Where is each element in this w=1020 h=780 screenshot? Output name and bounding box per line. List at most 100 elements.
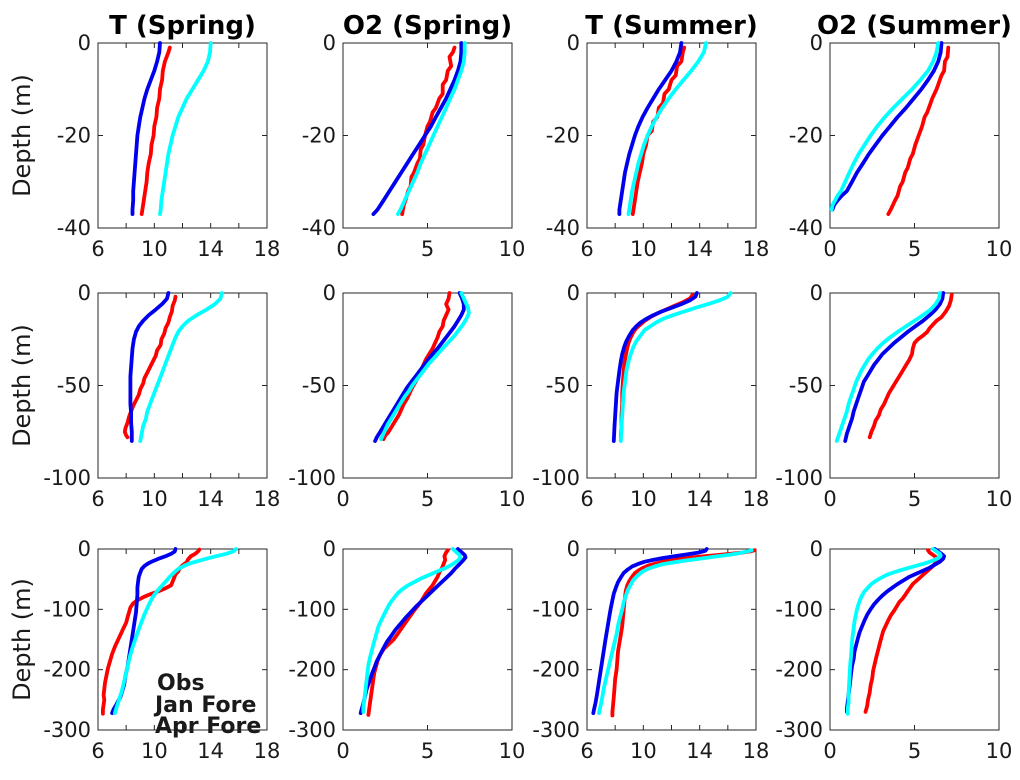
subplot-r1c1: 6 10 14 18 0 -20 -40 T (Spring) Depth (m): [8, 11, 280, 261]
obs-line: [886, 45, 951, 217]
x-tick-label: 18: [743, 487, 770, 511]
x-tick-label: 5: [421, 739, 434, 763]
y-tick-label: 0: [78, 281, 91, 305]
y-tick-label: -300: [532, 718, 580, 742]
subplot-r3c4: 0 5 10 0 -100 -200 -300: [775, 537, 1012, 763]
subplot-r1c2: 0 5 10 0 -20 -40 O2 (Spring): [302, 11, 526, 261]
y-tick-label: -300: [43, 718, 91, 742]
axes-box: [342, 42, 513, 229]
subplot-r2c3: 6 10 14 18 0 -50 -100: [532, 281, 769, 511]
jan-fore-line: [843, 291, 946, 443]
y-tick-label: -20: [302, 124, 336, 148]
jan-fore-line: [128, 291, 171, 443]
x-tick-label: 10: [141, 487, 168, 511]
x-tick-label: 10: [630, 487, 657, 511]
x-tick-label: 6: [580, 739, 593, 763]
y-tick-label: -100: [288, 597, 336, 621]
obs-line: [867, 292, 954, 440]
y-tick-label: -100: [43, 466, 91, 490]
x-tick-label: 0: [336, 237, 349, 261]
apr-fore-line: [597, 548, 754, 715]
y-tick-label: -20: [546, 124, 580, 148]
subplot-r2c4: 0 5 10 0 -50 -100: [775, 281, 1012, 511]
y-tick-label: 0: [567, 31, 580, 55]
subplot-r2c1: 6 10 14 18 0 -50 -100 Depth (m): [8, 281, 280, 511]
y-tick-label: -40: [789, 216, 823, 240]
x-tick-label: 18: [743, 237, 770, 261]
y-tick-label: -200: [288, 658, 336, 682]
y-tick-label: -100: [288, 466, 336, 490]
x-tick-label: 10: [499, 237, 526, 261]
x-tick-label: 14: [686, 487, 713, 511]
obs-line: [863, 548, 940, 714]
subplot-r1c4: 0 5 10 0 -20 -40 O2 (Summer): [789, 11, 1013, 261]
x-tick-label: 5: [908, 739, 921, 763]
axes-box: [97, 42, 268, 229]
subplot-r2c2: 0 5 10 0 -50 -100: [288, 281, 525, 511]
plot-title: O2 (Summer): [817, 11, 1012, 41]
y-axis-label: Depth (m): [8, 324, 36, 447]
x-tick-label: 6: [580, 237, 593, 261]
jan-fore-line: [358, 547, 468, 715]
x-tick-label: 0: [823, 487, 836, 511]
axes-box: [586, 292, 757, 479]
axes-box: [829, 42, 1000, 229]
y-tick-label: -20: [57, 124, 91, 148]
x-tick-label: 0: [336, 487, 349, 511]
x-tick-label: 18: [254, 739, 281, 763]
obs-line: [610, 548, 757, 718]
apr-fore-line: [829, 41, 941, 212]
y-tick-label: -50: [302, 374, 336, 398]
x-tick-label: 18: [254, 237, 281, 261]
apr-fore-line: [158, 41, 213, 217]
y-tick-label: 0: [323, 31, 336, 55]
y-tick-label: -100: [775, 466, 823, 490]
x-tick-label: 0: [823, 237, 836, 261]
x-tick-label: 10: [499, 487, 526, 511]
jan-fore-line: [371, 41, 464, 217]
x-tick-label: 6: [91, 739, 104, 763]
y-tick-label: -200: [43, 658, 91, 682]
y-tick-label: -200: [775, 658, 823, 682]
y-tick-label: -40: [546, 216, 580, 240]
obs-line: [139, 45, 172, 217]
y-tick-label: -100: [532, 466, 580, 490]
jan-fore-line: [373, 291, 466, 443]
y-tick-label: 0: [567, 281, 580, 305]
x-tick-label: 14: [686, 237, 713, 261]
apr-fore-line: [379, 291, 471, 442]
y-tick-label: -300: [288, 718, 336, 742]
x-tick-label: 10: [630, 739, 657, 763]
y-tick-label: 0: [567, 537, 580, 561]
y-tick-label: -40: [302, 216, 336, 240]
obs-line: [366, 548, 450, 717]
jan-fore-line: [591, 547, 709, 715]
axes-box: [342, 292, 513, 479]
x-tick-label: 0: [823, 739, 836, 763]
jan-fore-line: [130, 41, 162, 217]
y-tick-label: -100: [532, 597, 580, 621]
x-tick-label: 10: [141, 739, 168, 763]
x-tick-label: 6: [91, 487, 104, 511]
y-tick-label: -200: [532, 658, 580, 682]
x-tick-label: 6: [580, 487, 593, 511]
apr-fore-line: [626, 41, 708, 217]
y-tick-label: 0: [323, 537, 336, 561]
y-tick-label: -300: [775, 718, 823, 742]
y-axis-label: Depth (m): [8, 74, 36, 197]
subplot-r1c3: 6 10 14 18 0 -20 -40 T (Summer): [546, 11, 770, 261]
plot-title: O2 (Spring): [343, 11, 512, 41]
apr-fore-line: [113, 547, 238, 715]
obs-line: [630, 45, 687, 217]
x-tick-label: 10: [986, 739, 1013, 763]
obs-line: [122, 294, 178, 440]
legend-apr-fore: Apr Fore: [155, 714, 261, 739]
legend-jan-fore: Jan Fore: [153, 693, 256, 718]
x-tick-label: 5: [908, 237, 921, 261]
x-tick-label: 6: [91, 237, 104, 261]
y-tick-label: -50: [57, 374, 91, 398]
x-tick-label: 5: [908, 487, 921, 511]
apr-fore-line: [834, 291, 942, 443]
